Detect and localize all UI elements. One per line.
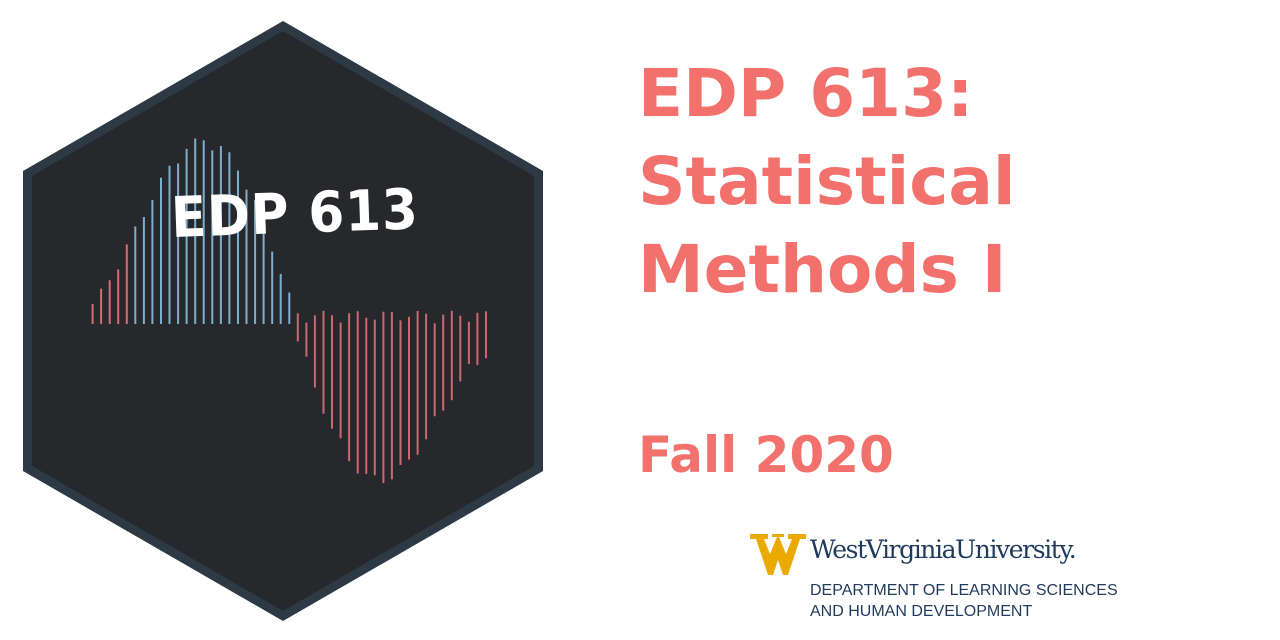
department-name-line: AND HUMAN DEVELOPMENT	[810, 603, 1033, 620]
flying-wv-icon	[750, 534, 806, 575]
course-title-line: Methods I	[638, 231, 1007, 308]
hex-sticker: EDP 613	[20, 18, 550, 624]
hex-sticker-title: EDP 613	[170, 177, 420, 251]
department-name-line: DEPARTMENT OF LEARNING SCIENCES	[810, 582, 1118, 599]
hex-sticker-graphic	[23, 21, 543, 621]
wave-bars	[91, 138, 487, 484]
hex-fill	[32, 31, 534, 611]
course-term: Fall 2020	[638, 426, 894, 484]
course-title-line: Statistical	[638, 143, 1016, 220]
course-title-line: EDP 613:	[638, 55, 974, 132]
department-name: DEPARTMENT OF LEARNING SCIENCES AND HUMA…	[810, 580, 1118, 622]
university-name: WestVirginiaUniversity.	[810, 535, 1077, 564]
course-title: EDP 613: Statistical Methods I	[638, 50, 1016, 314]
wvu-logo: WestVirginiaUniversity. DEPARTMENT OF LE…	[750, 530, 1170, 625]
